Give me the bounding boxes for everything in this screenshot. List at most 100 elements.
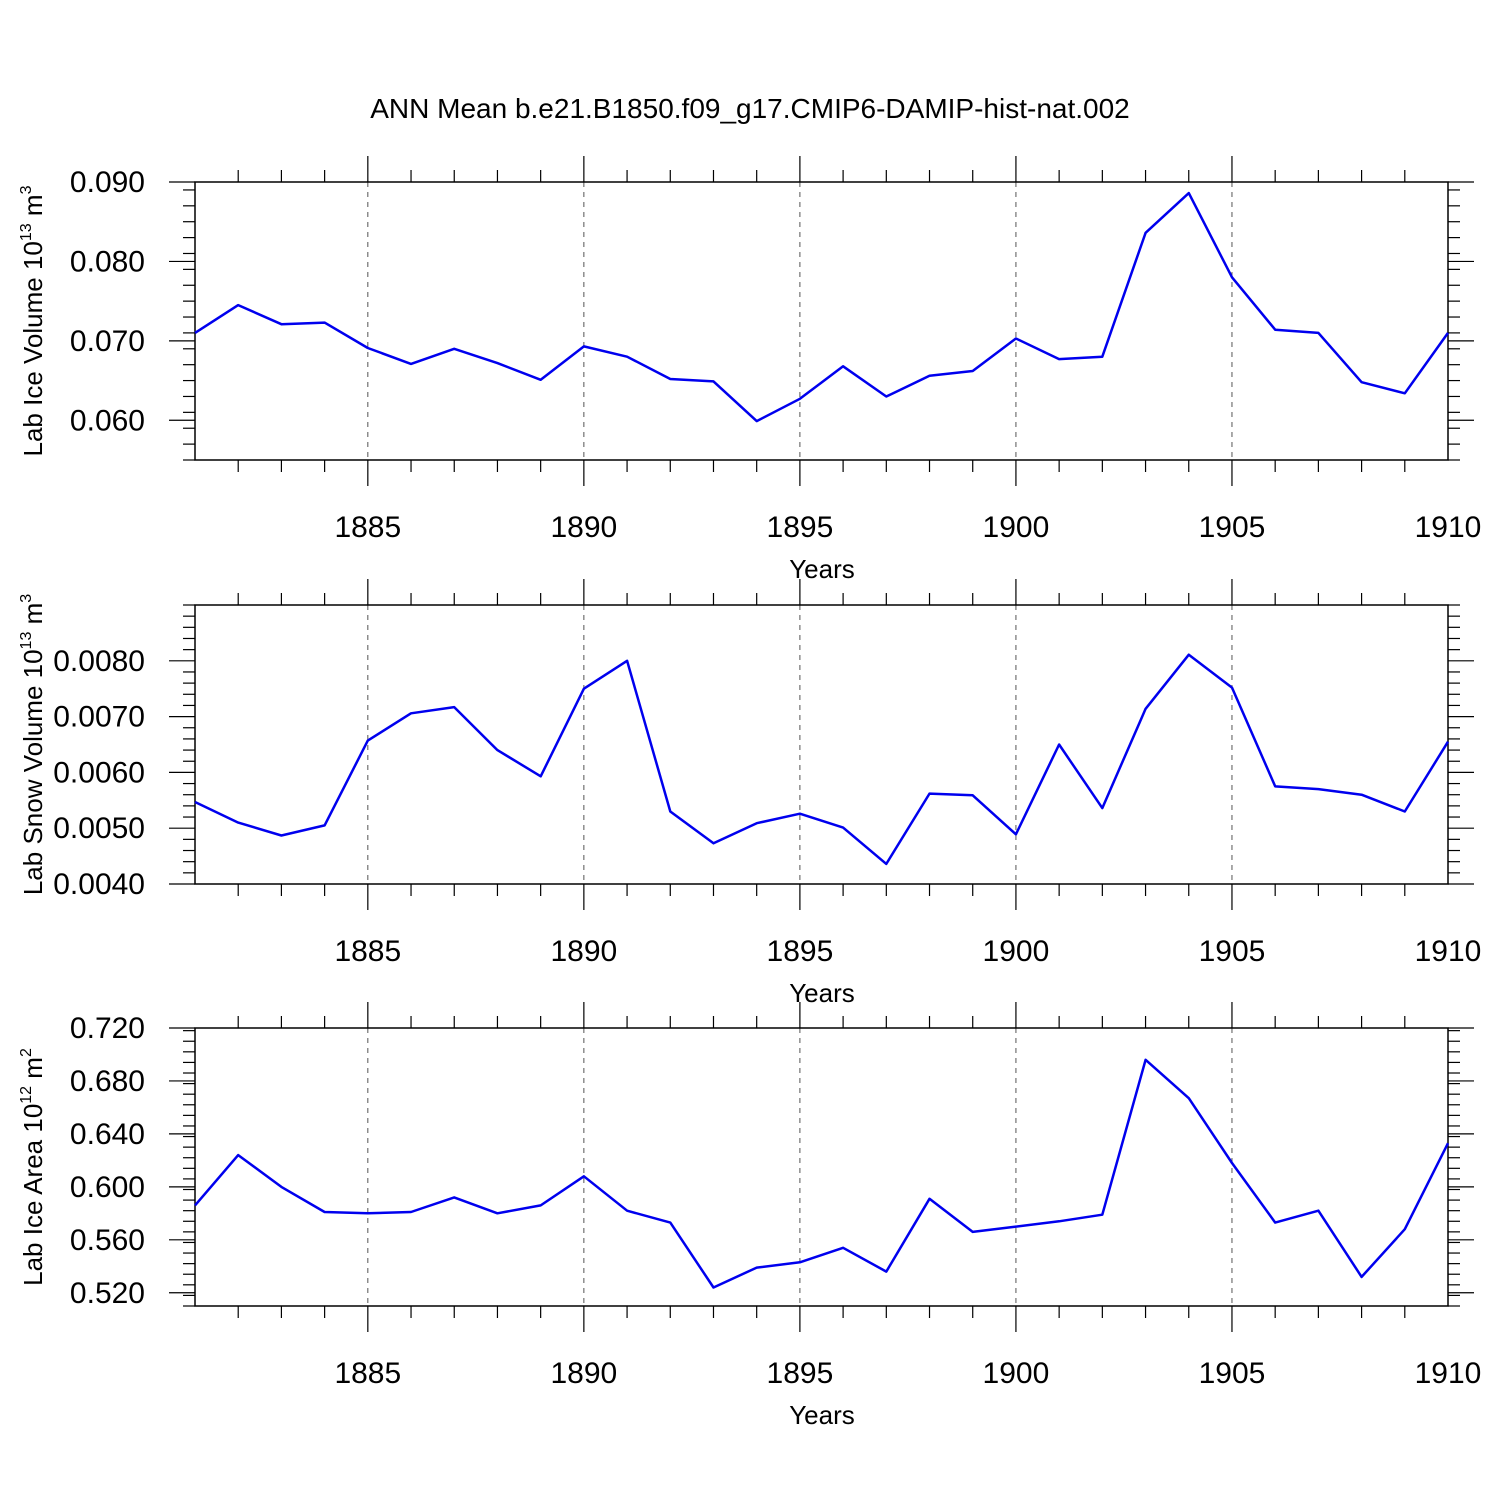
data-point	[236, 1153, 240, 1157]
data-point	[668, 1221, 672, 1225]
data-point	[1316, 1209, 1320, 1213]
y-tick-label: 0.520	[70, 1277, 145, 1310]
data-point	[884, 1270, 888, 1274]
data-point	[1360, 1275, 1364, 1279]
data-point	[1187, 191, 1191, 195]
x-tick-label: 1910	[1415, 511, 1482, 544]
data-point	[193, 800, 197, 804]
data-point	[711, 1285, 715, 1289]
x-tick-label: 1885	[334, 511, 401, 544]
data-point	[1273, 784, 1277, 788]
data-point	[1403, 809, 1407, 813]
data-point	[1446, 740, 1450, 744]
x-tick-label: 1910	[1415, 935, 1482, 968]
series-line	[194, 191, 1450, 423]
data-point	[928, 1197, 932, 1201]
data-point	[1144, 1058, 1148, 1062]
data-point	[668, 377, 672, 381]
data-point	[539, 378, 543, 382]
data-point	[236, 821, 240, 825]
data-point	[1360, 380, 1364, 384]
data-point	[279, 833, 283, 837]
x-axis-label: Years	[789, 554, 855, 584]
series-line	[194, 1058, 1450, 1289]
x-tick-label: 1910	[1415, 1357, 1482, 1390]
data-point	[928, 792, 932, 796]
y-axis-label: Lab Ice Area 1012 m2	[18, 1048, 48, 1286]
data-point	[409, 711, 413, 715]
x-tick-label: 1895	[767, 935, 834, 968]
panel-3: 0.520 0.560 0.600 0.640 0.680 0.720 1885 1890 18…	[18, 1002, 1481, 1430]
x-tick-label: 1900	[983, 935, 1050, 968]
x-tick-label: 1885	[334, 1357, 401, 1390]
data-point	[625, 1209, 629, 1213]
data-point	[1057, 1219, 1061, 1223]
data-point	[1100, 806, 1104, 810]
y-tick-label: 0.560	[70, 1224, 145, 1257]
data-point	[1230, 1161, 1234, 1165]
y-tick-label: 0.090	[70, 166, 145, 199]
data-point	[279, 322, 283, 326]
data-point	[452, 705, 456, 709]
data-point	[539, 1203, 543, 1207]
data-point	[582, 687, 586, 691]
data-point	[755, 821, 759, 825]
y-tick-label: 0.060	[70, 404, 145, 437]
data-point	[1100, 1213, 1104, 1217]
data-point	[1014, 832, 1018, 836]
y-tick-label: 0.0040	[53, 868, 145, 901]
data-point	[1360, 793, 1364, 797]
plot-frame	[194, 1027, 1449, 1307]
data-point	[668, 809, 672, 813]
data-point	[1144, 231, 1148, 235]
data-point	[755, 419, 759, 423]
data-point	[755, 1266, 759, 1270]
data-point	[798, 1260, 802, 1264]
y-tick-label: 0.080	[70, 245, 145, 278]
x-axis-label: Years	[789, 978, 855, 1008]
data-point	[495, 361, 499, 365]
x-tick-label: 1885	[334, 935, 401, 968]
x-tick-label: 1890	[550, 511, 617, 544]
x-tick-label: 1905	[1199, 1357, 1266, 1390]
data-point	[1144, 707, 1148, 711]
plot-frame	[194, 181, 1449, 461]
data-point	[193, 1203, 197, 1207]
data-point	[711, 841, 715, 845]
panel-1: 0.060 0.070 0.080 0.090 1885 1890 1895 1900 1905…	[18, 156, 1481, 584]
data-point	[366, 346, 370, 350]
plot-frame	[194, 604, 1449, 885]
data-point	[841, 364, 845, 368]
data-point	[1316, 331, 1320, 335]
data-point	[798, 397, 802, 401]
data-point	[193, 331, 197, 335]
data-point	[582, 1174, 586, 1178]
data-point	[1230, 686, 1234, 690]
y-tick-label: 0.600	[70, 1171, 145, 1204]
data-point	[625, 659, 629, 663]
x-tick-label: 1890	[550, 1357, 617, 1390]
x-axis-label: Years	[789, 1400, 855, 1430]
data-point	[1273, 328, 1277, 332]
data-point	[928, 374, 932, 378]
data-point	[884, 862, 888, 866]
data-point	[625, 355, 629, 359]
data-point	[1187, 653, 1191, 657]
series-line	[194, 653, 1450, 866]
data-point	[971, 793, 975, 797]
data-point	[1446, 1141, 1450, 1145]
data-point	[1187, 1096, 1191, 1100]
x-tick-label: 1905	[1199, 511, 1266, 544]
data-point	[323, 321, 327, 325]
data-point	[1403, 1227, 1407, 1231]
y-axis-label: Lab Snow Volume 1013 m3	[18, 594, 48, 895]
data-point	[1446, 331, 1450, 335]
data-point	[1057, 357, 1061, 361]
data-point	[366, 739, 370, 743]
data-point	[495, 1211, 499, 1215]
x-tick-label: 1900	[983, 1357, 1050, 1390]
data-point	[323, 823, 327, 827]
data-point	[1057, 743, 1061, 747]
data-point	[1014, 1225, 1018, 1229]
